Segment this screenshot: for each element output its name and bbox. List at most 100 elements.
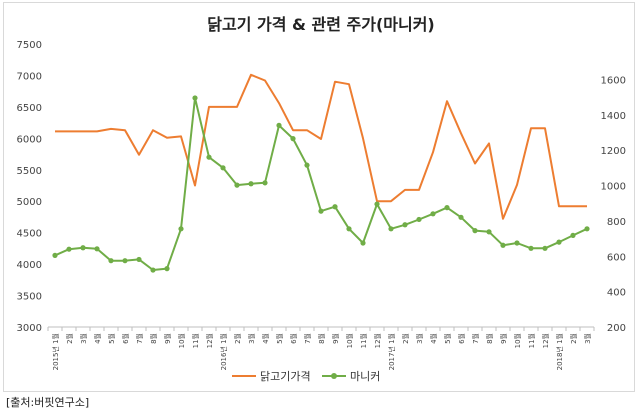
x-tick-label: 2월 [569, 333, 578, 344]
series-point [108, 258, 114, 264]
y-right-tick-label: 800 [607, 217, 626, 228]
x-tick-label: 12월 [205, 333, 214, 348]
x-tick-label: 5월 [107, 333, 116, 344]
series-point [94, 246, 100, 252]
x-tick-label: 2017년 1월 [387, 333, 396, 370]
x-tick-label: 10월 [177, 333, 186, 348]
series-point [472, 228, 478, 234]
series-point [220, 165, 226, 171]
y-left-tick-label: 7500 [17, 40, 42, 51]
series-point [360, 240, 366, 246]
series-point [234, 182, 240, 188]
x-tick-label: 8월 [149, 333, 158, 344]
series-point [248, 181, 254, 187]
series-point [318, 208, 324, 214]
source-note: [출처:버핏연구소] [6, 396, 90, 409]
x-tick-label: 10월 [345, 333, 354, 348]
x-tick-label: 4월 [93, 333, 102, 344]
y-left-tick-label: 4000 [17, 260, 42, 271]
series-point [150, 267, 156, 273]
legend-label-1: 마니커 [350, 370, 380, 383]
series-point [192, 95, 198, 101]
series-point [332, 204, 338, 210]
y-right-tick-label: 1600 [601, 75, 626, 86]
series-point [388, 226, 394, 232]
y-right-tick-label: 1000 [601, 182, 626, 193]
x-tick-label: 2018년 1월 [555, 333, 564, 370]
y-right-tick-label: 1400 [601, 111, 626, 122]
series-point [206, 154, 212, 160]
x-tick-label: 7월 [471, 333, 480, 344]
y-right-tick-label: 600 [607, 252, 626, 263]
x-tick-label: 2016년 1월 [219, 333, 228, 370]
series-point [514, 240, 520, 246]
x-tick-label: 3월 [415, 333, 424, 344]
y-right-tick-label: 400 [607, 288, 626, 299]
series-point [290, 136, 296, 142]
series-point [178, 226, 184, 232]
y-left-tick-label: 5000 [17, 197, 42, 208]
x-tick-label: 9월 [499, 333, 508, 344]
x-tick-label: 12월 [541, 333, 550, 348]
series-point [304, 162, 310, 168]
series-point [444, 205, 450, 211]
x-tick-label: 8월 [485, 333, 494, 344]
x-tick-label: 2월 [233, 333, 242, 344]
x-tick-label: 4월 [261, 333, 270, 344]
series-point [80, 245, 86, 251]
x-tick-label: 2015년 1월 [51, 333, 60, 370]
x-tick-label: 6월 [457, 333, 466, 344]
series-point [570, 232, 576, 238]
x-tick-label: 5월 [443, 333, 452, 344]
x-tick-label: 9월 [331, 333, 340, 344]
series-point [486, 229, 492, 235]
x-tick-label: 6월 [289, 333, 298, 344]
series-point [262, 180, 268, 186]
x-tick-label: 5월 [275, 333, 284, 344]
legend: 닭고기가격 마니커 [232, 370, 380, 383]
y-right-tick-label: 1200 [601, 146, 626, 157]
series-point [346, 226, 352, 232]
y-left-tick-label: 4500 [17, 229, 42, 240]
x-tick-label: 9월 [163, 333, 172, 344]
x-tick-label: 8월 [317, 333, 326, 344]
series-point [528, 245, 534, 251]
x-tick-label: 2월 [65, 333, 74, 344]
series-point [66, 246, 72, 252]
series-point [52, 252, 58, 258]
series-point [458, 214, 464, 220]
x-tick-label: 3월 [79, 333, 88, 344]
series-point [500, 242, 506, 248]
series-point [276, 122, 282, 128]
series-point [402, 222, 408, 228]
series-point [556, 239, 562, 245]
series-line-0 [55, 73, 587, 220]
y-left-tick-label: 3000 [17, 323, 42, 334]
x-tick-label: 10월 [513, 333, 522, 348]
series-point [122, 258, 128, 264]
legend-label-0: 닭고기가격 [260, 370, 311, 383]
chart-title: 닭고기 가격 & 관련 주가(마니커) [207, 15, 435, 34]
legend-marker [331, 373, 337, 379]
series-point [164, 266, 170, 272]
y-left-tick-label: 7000 [17, 71, 42, 82]
x-tick-label: 7월 [135, 333, 144, 344]
series-line-1 [54, 96, 588, 271]
series-point [542, 245, 548, 251]
x-tick-label: 4월 [429, 333, 438, 344]
x-tick-label: 11월 [191, 333, 200, 348]
series-point [430, 211, 436, 217]
series-point [374, 201, 380, 207]
x-tick-label: 11월 [359, 333, 368, 348]
series-point [136, 256, 142, 263]
x-tick-label: 12월 [373, 333, 382, 348]
y-left-tick-label: 5500 [17, 166, 42, 177]
series-point [416, 216, 422, 223]
y-left-tick-label: 3500 [17, 292, 42, 303]
y-left-tick-label: 6500 [17, 103, 42, 114]
y-left-tick-label: 6000 [17, 134, 42, 145]
x-tick-label: 2월 [401, 333, 410, 344]
series-point [584, 226, 590, 232]
x-tick-label: 3월 [247, 333, 256, 344]
